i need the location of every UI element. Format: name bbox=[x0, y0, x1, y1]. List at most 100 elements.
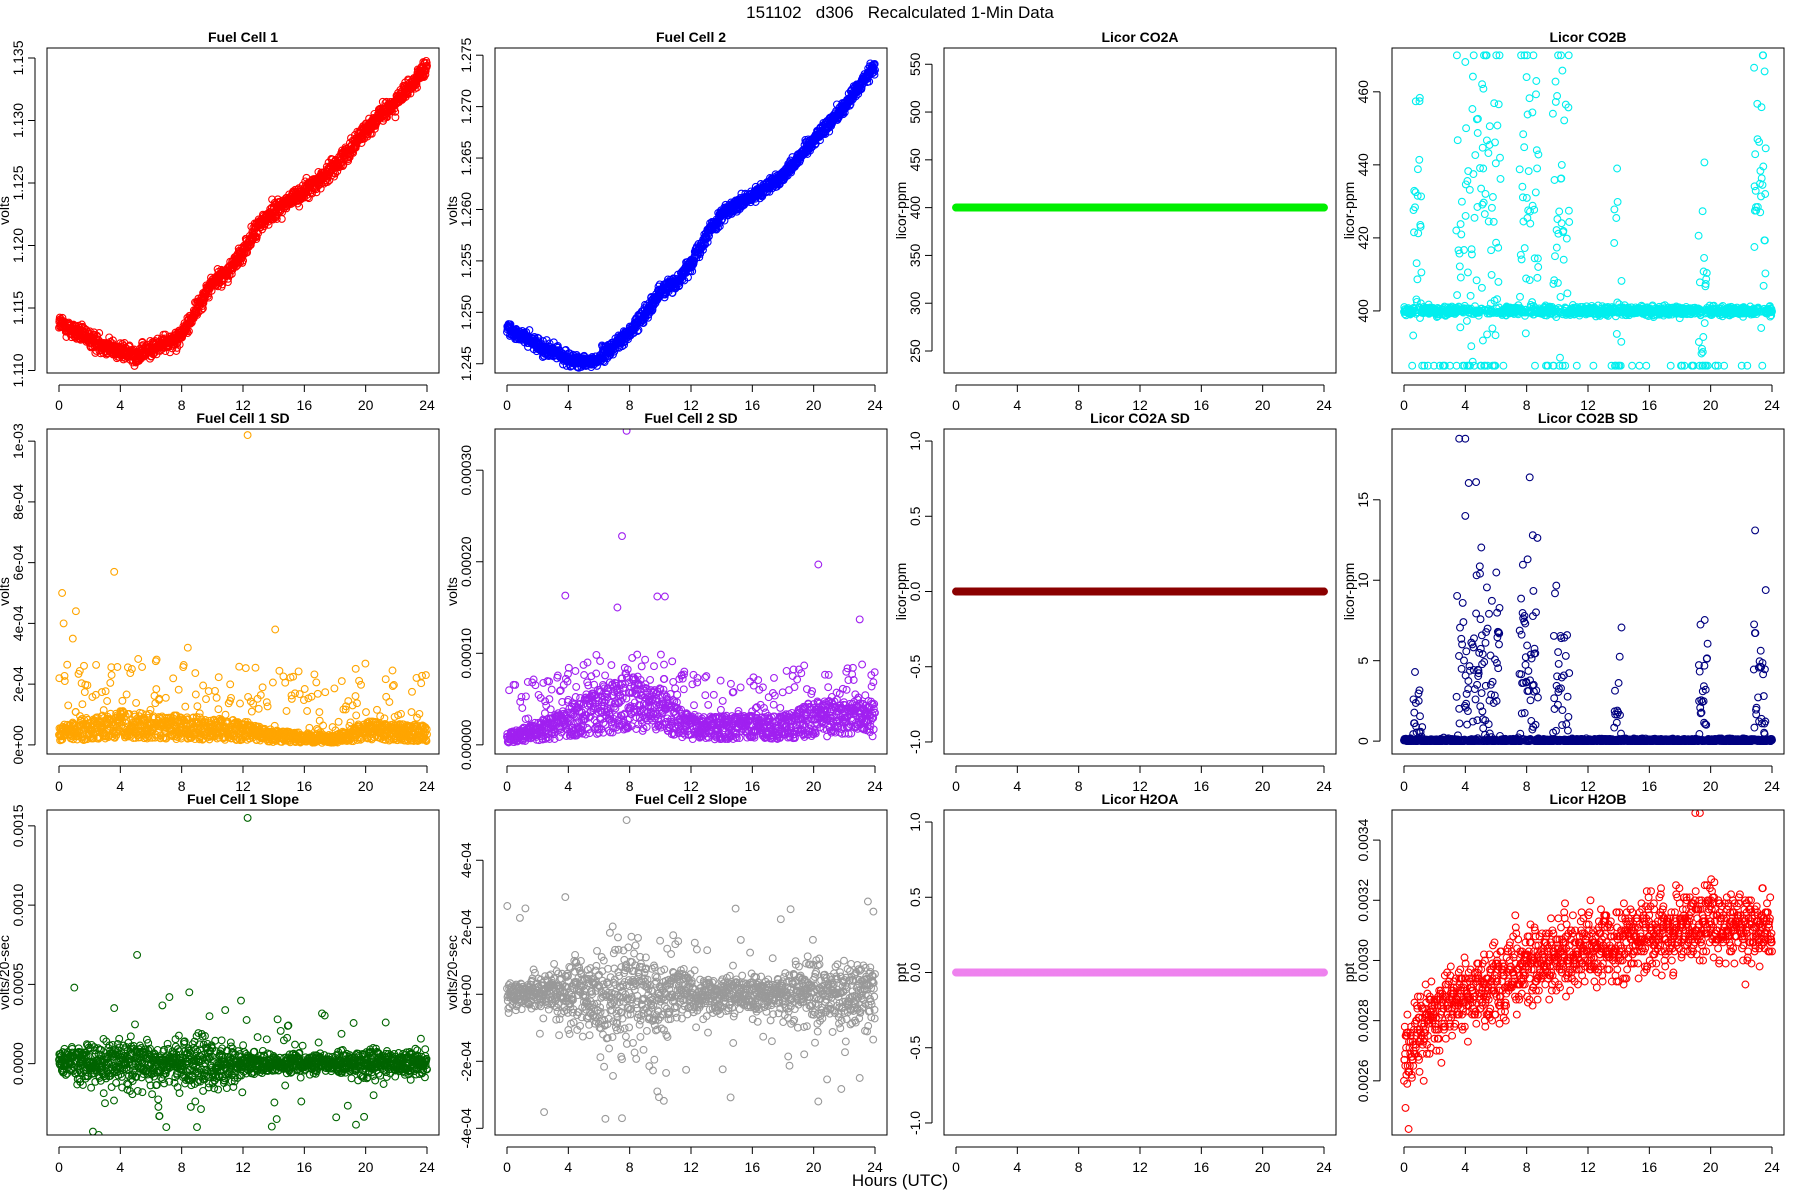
x-tick-label: 4 bbox=[564, 397, 572, 413]
data-point bbox=[1680, 361, 1689, 370]
data-point bbox=[391, 107, 400, 116]
panel-title: Fuel Cell 1 bbox=[208, 29, 278, 45]
data-point bbox=[227, 270, 236, 278]
data-point bbox=[1557, 219, 1566, 228]
x-axis: 0 4 8 12 16 20 24 bbox=[1400, 384, 1780, 413]
data-point bbox=[644, 313, 652, 322]
data-point bbox=[1698, 348, 1707, 356]
x-tick-label: 8 bbox=[626, 397, 634, 413]
data-point bbox=[1700, 158, 1709, 167]
data-point bbox=[1478, 80, 1487, 89]
data-point bbox=[1558, 66, 1567, 75]
data-point bbox=[1533, 254, 1542, 263]
data-point bbox=[1761, 269, 1770, 278]
y-tick-label: 400 bbox=[907, 196, 923, 220]
y-tick-label: 300 bbox=[907, 291, 923, 315]
data-point bbox=[1561, 361, 1570, 370]
data-point bbox=[1522, 193, 1531, 202]
data-point bbox=[1479, 198, 1488, 207]
data-point bbox=[1518, 193, 1527, 202]
data-point bbox=[1550, 176, 1559, 184]
y-tick-label: 1.245 bbox=[458, 346, 474, 381]
data-point bbox=[1554, 51, 1563, 60]
data-point bbox=[1467, 245, 1476, 254]
y-axis-label: volts bbox=[444, 196, 460, 225]
x-tick-label: 20 bbox=[1255, 397, 1271, 413]
data-point bbox=[1517, 51, 1526, 60]
data-point bbox=[1461, 211, 1470, 220]
y-tick-label: 1.250 bbox=[458, 295, 474, 330]
data-point bbox=[1457, 230, 1466, 239]
data-point bbox=[1557, 51, 1565, 60]
data-point bbox=[1430, 361, 1438, 370]
y-tick-label: 550 bbox=[907, 52, 923, 76]
data-point bbox=[870, 60, 879, 68]
data-point bbox=[1551, 97, 1560, 106]
data-point bbox=[1478, 143, 1487, 152]
data-point bbox=[95, 329, 104, 337]
data-point bbox=[1760, 67, 1769, 76]
data-point bbox=[312, 185, 321, 194]
data-point bbox=[1642, 361, 1651, 370]
data-point bbox=[1420, 361, 1429, 370]
x-tick-label: 20 bbox=[1703, 397, 1719, 413]
data-point bbox=[1495, 51, 1504, 60]
data-point bbox=[1694, 231, 1703, 240]
data-point bbox=[1635, 361, 1644, 370]
data-point bbox=[1610, 205, 1619, 214]
y-tick-label: 1.260 bbox=[458, 192, 474, 227]
data-point bbox=[172, 347, 181, 355]
y-tick-label: 1.275 bbox=[458, 37, 474, 72]
data-point bbox=[1496, 153, 1504, 162]
y-tick-label: 450 bbox=[907, 148, 923, 172]
data-point bbox=[1558, 361, 1567, 370]
x-tick-label: 8 bbox=[178, 397, 186, 413]
data-point bbox=[1474, 311, 1483, 320]
data-point bbox=[1466, 291, 1475, 300]
data-point bbox=[1559, 226, 1568, 235]
data-point bbox=[1479, 84, 1488, 93]
data-point bbox=[198, 304, 207, 313]
data-point bbox=[390, 104, 399, 113]
data-point bbox=[1517, 255, 1526, 264]
data-point bbox=[1484, 217, 1493, 226]
data-point bbox=[1481, 189, 1490, 198]
panel-title: Licor CO2B bbox=[1549, 29, 1626, 45]
data-point bbox=[1572, 361, 1581, 370]
data-point bbox=[1697, 349, 1706, 358]
data-point bbox=[1617, 276, 1626, 285]
panel-title: Fuel Cell 1 SD bbox=[196, 410, 289, 426]
data-point bbox=[1494, 243, 1503, 252]
x-axis: 0 4 8 12 16 20 24 bbox=[55, 384, 435, 413]
x-tick-label: 16 bbox=[297, 397, 313, 413]
data-point bbox=[840, 108, 849, 117]
data-point bbox=[1409, 331, 1418, 340]
data-point bbox=[1768, 307, 1776, 316]
data-point bbox=[1666, 361, 1675, 370]
data-point bbox=[1476, 164, 1484, 173]
data-point bbox=[1465, 185, 1474, 194]
data-point bbox=[1455, 262, 1464, 271]
x-tick-label: 12 bbox=[235, 397, 251, 413]
data-point bbox=[715, 222, 724, 231]
data-point bbox=[1757, 192, 1765, 201]
data-point bbox=[421, 66, 430, 75]
data-point bbox=[413, 83, 421, 92]
data-point bbox=[1416, 222, 1425, 231]
data-point bbox=[1478, 200, 1487, 209]
data-point bbox=[1515, 165, 1524, 174]
data-point bbox=[1761, 144, 1770, 153]
data-point bbox=[1320, 203, 1328, 212]
data-point bbox=[1549, 279, 1558, 288]
data-point bbox=[1612, 214, 1621, 222]
data-point bbox=[184, 327, 193, 336]
data-point bbox=[1466, 361, 1474, 370]
plot-frame bbox=[494, 47, 888, 374]
data-point bbox=[1472, 276, 1481, 285]
data-point bbox=[1487, 203, 1496, 212]
data-point bbox=[1477, 283, 1486, 292]
data-point bbox=[1564, 206, 1573, 215]
